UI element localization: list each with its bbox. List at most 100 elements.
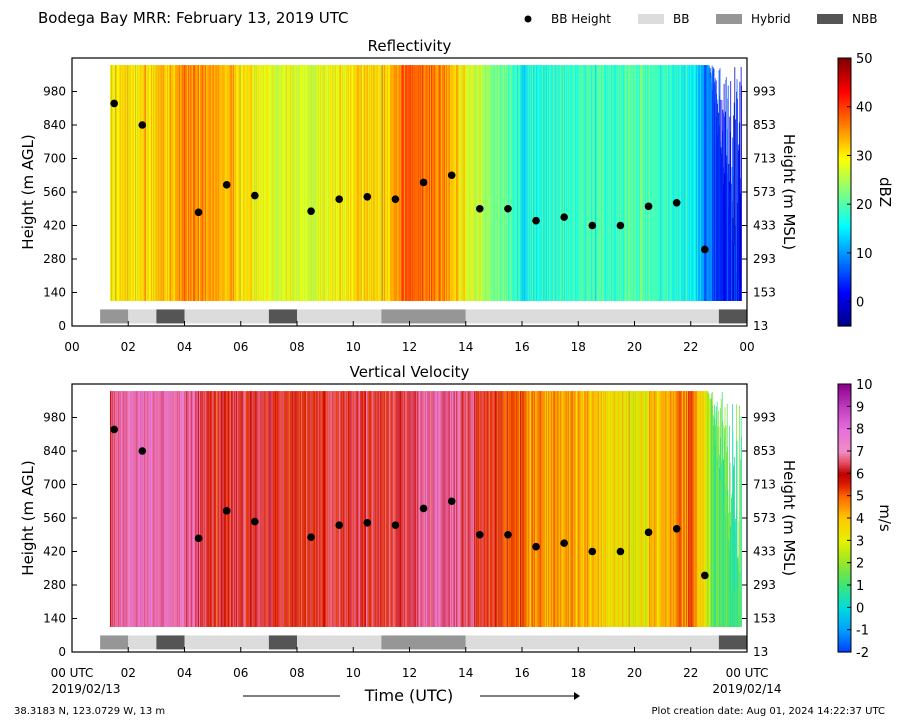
colorbar-step <box>838 214 851 218</box>
colorbar-step <box>838 281 851 285</box>
heatmap-column <box>735 518 736 627</box>
colorbar-step <box>838 582 851 586</box>
colorbar-tick-label: 10 <box>856 247 873 262</box>
bb-height-point <box>363 192 372 201</box>
y-right-tick-label: 993 <box>753 85 776 99</box>
colorbar-step <box>838 585 851 588</box>
colorbar-tick-label: 7 <box>856 445 864 460</box>
colorbar-step <box>838 218 851 222</box>
colorbar-step <box>838 234 851 238</box>
bb-type-nbb-segment <box>268 309 297 324</box>
colorbar-step <box>838 388 851 392</box>
colorbar-step <box>838 477 851 481</box>
colorbar-step <box>838 267 851 271</box>
bb-height-point <box>194 534 203 543</box>
colorbar-step <box>838 149 851 153</box>
colorbar-step <box>838 475 851 479</box>
colorbar-step <box>838 397 851 401</box>
legend-bb-swatch <box>638 14 664 24</box>
colorbar-step <box>838 488 851 492</box>
colorbar-step <box>838 408 851 412</box>
heatmap-column <box>729 425 730 627</box>
colorbar-step <box>838 529 851 532</box>
bb-height-point <box>701 245 709 254</box>
y-tick-label: 140 <box>43 286 66 300</box>
colorbar-step <box>838 455 851 459</box>
colorbar-tick-label: 0 <box>856 601 864 616</box>
colorbar-tick-label: 10 <box>856 378 873 393</box>
bb-height-point <box>110 425 118 434</box>
colorbar-step <box>838 551 851 555</box>
colorbar-step <box>838 421 851 425</box>
colorbar-step <box>838 466 851 470</box>
colorbar-step <box>838 323 851 327</box>
colorbar-step <box>838 162 851 166</box>
colorbar-step <box>838 607 851 611</box>
colorbar-step <box>838 464 851 468</box>
bb-type-bb-segment <box>128 635 157 650</box>
bb-height-point <box>560 213 568 221</box>
colorbar-step <box>838 116 851 119</box>
colorbar-step <box>838 221 851 224</box>
colorbar-step <box>838 272 851 276</box>
colorbar-step <box>838 504 851 508</box>
heatmap-column <box>736 98 738 301</box>
colorbar-step <box>838 198 851 202</box>
colorbar-step <box>838 531 851 535</box>
colorbar-step <box>838 133 851 137</box>
bb-height-point <box>476 530 484 539</box>
colorbar-step <box>838 154 851 157</box>
heatmap-column <box>736 440 738 627</box>
bb-height-point <box>504 204 512 213</box>
x-tick-label: 18 <box>571 666 586 680</box>
colorbar-step <box>838 511 851 515</box>
bb-height-point <box>138 447 147 455</box>
colorbar-step <box>838 310 851 314</box>
colorbar-step <box>838 66 851 70</box>
colorbar-tick-label: 8 <box>856 423 864 438</box>
colorbar-step <box>838 160 851 164</box>
heatmap-column <box>740 459 741 627</box>
colorbar-step <box>838 140 851 144</box>
bb-type-hybrid-segment <box>100 309 129 324</box>
colorbar-step <box>838 453 851 457</box>
colorbar-step <box>838 544 851 548</box>
colorbar: -2 -1 0 1 2 3 4 5 6 7 8 9 10 <box>837 378 873 661</box>
y-right-tick-label: 293 <box>753 252 776 266</box>
y-right-tick-label: 433 <box>753 219 776 233</box>
heatmap-column <box>741 85 742 301</box>
y-tick-label: 840 <box>43 118 66 132</box>
y-right-tick-label: 853 <box>753 444 776 458</box>
y-axis-right-label: Height (m MSL) <box>780 460 798 576</box>
colorbar-step <box>838 547 851 550</box>
legend-bb-height-marker <box>524 15 532 23</box>
colorbar-step <box>838 192 851 195</box>
colorbar-label: m/s <box>876 504 894 532</box>
colorbar-step <box>838 430 851 434</box>
colorbar-step <box>838 435 851 439</box>
x-axis-label: Time (UTC) <box>364 686 453 705</box>
colorbar-step <box>838 598 851 602</box>
colorbar-step <box>838 71 851 75</box>
colorbar-tick-label: 2 <box>856 557 864 572</box>
colorbar-step <box>838 274 851 278</box>
colorbar-step <box>838 486 851 490</box>
bb-type-bb-segment <box>297 635 382 650</box>
legend-nbb-label: NBB <box>852 12 877 26</box>
colorbar-step <box>838 558 851 562</box>
colorbar-frame <box>837 57 852 327</box>
colorbar-tick-label: 0 <box>856 296 864 311</box>
colorbar-step <box>838 109 851 113</box>
colorbar-step <box>838 200 851 204</box>
bb-type-bb-segment <box>184 635 269 650</box>
heatmap-column <box>732 467 734 627</box>
colorbar-step <box>838 283 851 287</box>
colorbar-step <box>838 413 851 416</box>
y-right-tick-label: 153 <box>753 286 776 300</box>
colorbar-step <box>838 502 851 506</box>
colorbar-step <box>838 305 851 309</box>
colorbar-step <box>838 562 851 566</box>
x-tick-label: 00 UTC <box>51 666 94 680</box>
location-label: 38.3183 N, 123.0729 W, 13 m <box>14 706 165 717</box>
bb-type-bb-segment <box>465 635 719 650</box>
